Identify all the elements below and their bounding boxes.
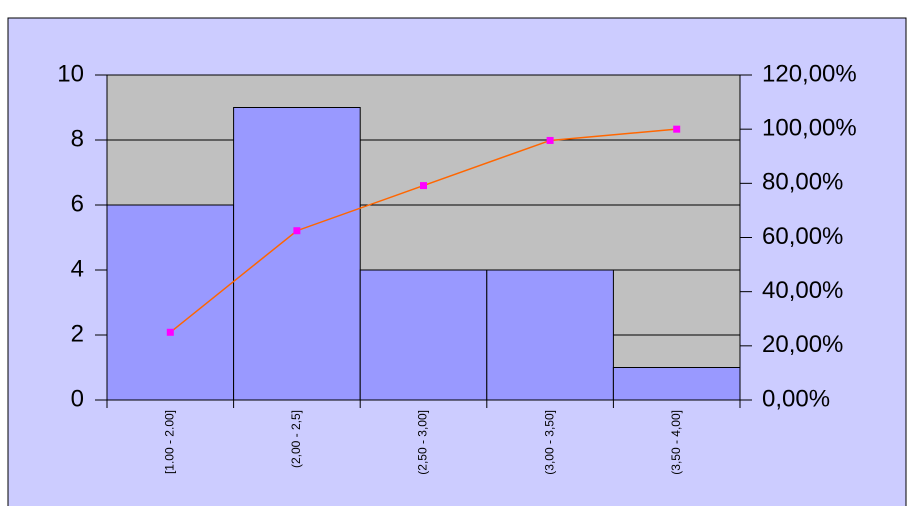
x-tick-label: [1.00 - 2.00] — [162, 410, 176, 474]
bar — [612, 367, 741, 401]
bar — [233, 107, 361, 401]
y-tick-label: 0 — [71, 385, 84, 412]
line-marker — [546, 136, 554, 144]
y2-tick-label: 60,00% — [762, 223, 843, 250]
y-tick-label: 2 — [71, 320, 84, 347]
y2-tick-label: 0,00% — [762, 385, 830, 412]
bar — [106, 204, 235, 401]
y2-tick-label: 80,00% — [762, 169, 843, 196]
y2-tick-label: 120,00% — [762, 60, 857, 87]
bar — [359, 269, 488, 401]
y-tick-label: 8 — [71, 125, 84, 152]
bar — [486, 269, 614, 401]
line-marker — [166, 328, 174, 336]
y-tick-label: 4 — [71, 255, 84, 282]
y-tick-label: 6 — [71, 190, 84, 217]
y2-tick-label: 100,00% — [762, 115, 857, 142]
y2-tick-label: 40,00% — [762, 277, 843, 304]
x-tick-label: (2,50 - 3,00] — [416, 410, 430, 475]
line-marker — [293, 227, 301, 235]
y2-tick-label: 20,00% — [762, 331, 843, 358]
y-tick-label: 10 — [57, 60, 84, 87]
x-tick-label: (2,00 - 2,5] — [289, 410, 303, 468]
x-tick-label: (3,00 - 3,50] — [542, 410, 556, 475]
x-tick-label: (3,50 - 4,00] — [669, 410, 683, 475]
line-marker — [673, 125, 681, 133]
line-marker — [420, 182, 427, 190]
